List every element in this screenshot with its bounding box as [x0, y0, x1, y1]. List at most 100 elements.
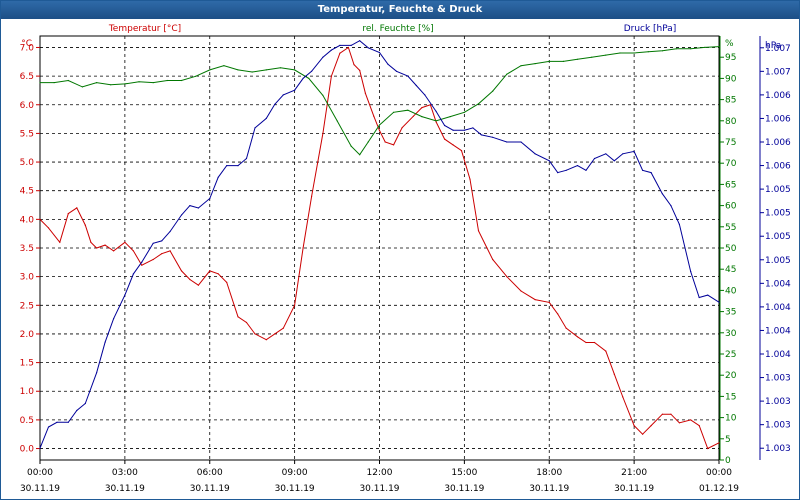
data-point-pressure	[548, 160, 550, 162]
data-point-pressure	[104, 341, 106, 343]
data-point-pressure	[217, 176, 219, 178]
humidity-tick-label: 0	[725, 456, 731, 466]
data-point-humidity	[378, 124, 381, 126]
temperature-tick-label: 5.0	[20, 158, 35, 168]
data-point-pressure	[661, 193, 664, 195]
data-point-temperature	[492, 258, 494, 261]
data-point-pressure	[698, 296, 700, 299]
data-point-humidity	[576, 58, 579, 60]
data-point-humidity	[506, 73, 508, 75]
data-point-pressure	[593, 157, 596, 160]
data-point-temperature	[141, 264, 143, 266]
data-point-humidity	[619, 52, 621, 54]
data-point-temperature	[393, 144, 395, 146]
pressure-tick-label: 1.006	[765, 138, 791, 148]
data-point-humidity	[548, 60, 550, 63]
pressure-tick-label: 1.005	[765, 256, 791, 266]
data-point-temperature	[322, 132, 324, 134]
x-tick-label-time: 12:00	[367, 468, 393, 478]
data-point-pressure	[254, 127, 256, 129]
data-point-humidity	[195, 75, 197, 77]
temperature-tick-label: 5.5	[20, 129, 34, 139]
data-point-temperature	[534, 299, 536, 301]
data-point-humidity	[209, 69, 211, 71]
data-point-humidity	[279, 67, 282, 69]
data-point-humidity	[39, 82, 41, 84]
data-point-pressure	[613, 160, 615, 162]
data-point-pressure	[633, 150, 635, 152]
data-point-temperature	[557, 313, 559, 315]
data-point-humidity	[591, 56, 593, 58]
pressure-tick-label: 1.005	[765, 232, 791, 242]
data-point-pressure	[113, 318, 115, 320]
pressure-tick-label: 1.003	[765, 374, 791, 384]
x-tick-label-time: 06:00	[197, 468, 223, 478]
pressure-tick-label: 1.003	[765, 444, 791, 454]
humidity-unit-label: %	[725, 39, 734, 49]
data-point-temperature	[421, 107, 423, 109]
humidity-tick-label: 65	[725, 180, 736, 190]
data-point-temperature	[39, 218, 41, 220]
data-point-pressure	[678, 223, 681, 225]
pressure-tick-label: 1.006	[765, 162, 791, 172]
data-point-pressure	[76, 409, 78, 412]
data-point-temperature	[642, 433, 644, 435]
data-point-temperature	[67, 213, 69, 215]
x-tick-label-time: 00:00	[27, 468, 53, 478]
pressure-tick-label: 1.007	[765, 44, 791, 54]
data-point-humidity	[633, 52, 635, 54]
data-point-temperature	[347, 46, 349, 49]
data-point-pressure	[265, 117, 267, 119]
temperature-tick-label: 0.0	[20, 445, 35, 455]
pressure-tick-label: 1.006	[765, 91, 791, 101]
data-point-pressure	[39, 447, 41, 449]
data-point-pressure	[506, 141, 508, 143]
data-point-temperature	[311, 195, 313, 197]
data-point-pressure	[350, 44, 352, 47]
x-tick-label-time: 15:00	[451, 468, 477, 478]
data-point-temperature	[209, 270, 211, 272]
data-point-temperature	[90, 241, 92, 243]
data-point-temperature	[274, 333, 276, 335]
data-point-temperature	[698, 425, 700, 427]
data-point-humidity	[322, 94, 324, 96]
window-title: Temperatur, Feuchte & Druck	[1, 1, 799, 19]
data-point-temperature	[565, 327, 567, 329]
data-point-temperature	[254, 333, 256, 335]
temperature-tick-label: 7.0	[20, 43, 35, 53]
pressure-tick-label: 1.005	[765, 209, 791, 219]
temperature-tick-label: 6.0	[20, 101, 35, 111]
data-point-pressure	[180, 214, 183, 216]
humidity-tick-label: 30	[725, 329, 737, 339]
temperature-tick-label: 1.0	[20, 387, 35, 397]
data-point-humidity	[704, 46, 706, 49]
data-point-pressure	[169, 230, 171, 233]
data-point-temperature	[302, 247, 304, 249]
data-point-temperature	[330, 75, 332, 77]
data-point-temperature	[132, 250, 134, 252]
pressure-tick-label: 1.004	[765, 350, 791, 360]
data-point-pressure	[387, 63, 389, 65]
data-point-temperature	[294, 304, 296, 306]
data-point-pressure	[282, 94, 284, 96]
data-point-pressure	[311, 70, 313, 72]
data-point-pressure	[415, 84, 417, 87]
data-point-pressure	[322, 56, 324, 58]
x-tick-label-time: 00:00	[706, 468, 732, 478]
data-point-temperature	[384, 141, 386, 143]
data-point-humidity	[463, 111, 465, 113]
data-point-humidity	[661, 50, 664, 52]
pressure-tick-label: 1.003	[765, 421, 791, 431]
temperature-tick-label: 1.5	[20, 359, 34, 369]
pressure-unit-label: hPa	[765, 41, 781, 51]
data-point-pressure	[472, 127, 474, 129]
humidity-tick-label: 20	[725, 371, 737, 381]
data-point-pressure	[650, 172, 652, 174]
x-tick-label-date: 30.11.19	[105, 484, 145, 494]
data-point-humidity	[449, 116, 451, 118]
data-point-temperature	[650, 425, 652, 427]
data-point-temperature	[585, 341, 587, 344]
data-point-pressure	[96, 372, 98, 374]
data-point-temperature	[245, 321, 248, 324]
data-point-pressure	[520, 141, 522, 143]
